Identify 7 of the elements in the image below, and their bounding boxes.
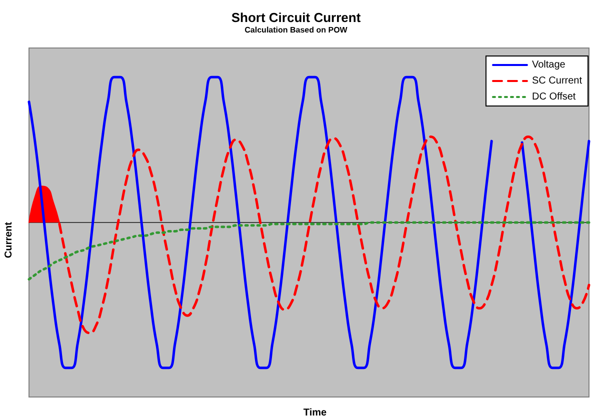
legend-label: DC Offset <box>532 92 576 102</box>
chart-title: Short Circuit Current <box>231 10 362 25</box>
chart-subtitle: Calculation Based on POW <box>244 26 348 34</box>
y-axis-title: Current <box>4 221 14 258</box>
x-axis-title: Time <box>303 408 328 418</box>
legend-label: Voltage <box>532 60 566 70</box>
legend-label: SC Current <box>532 76 582 86</box>
